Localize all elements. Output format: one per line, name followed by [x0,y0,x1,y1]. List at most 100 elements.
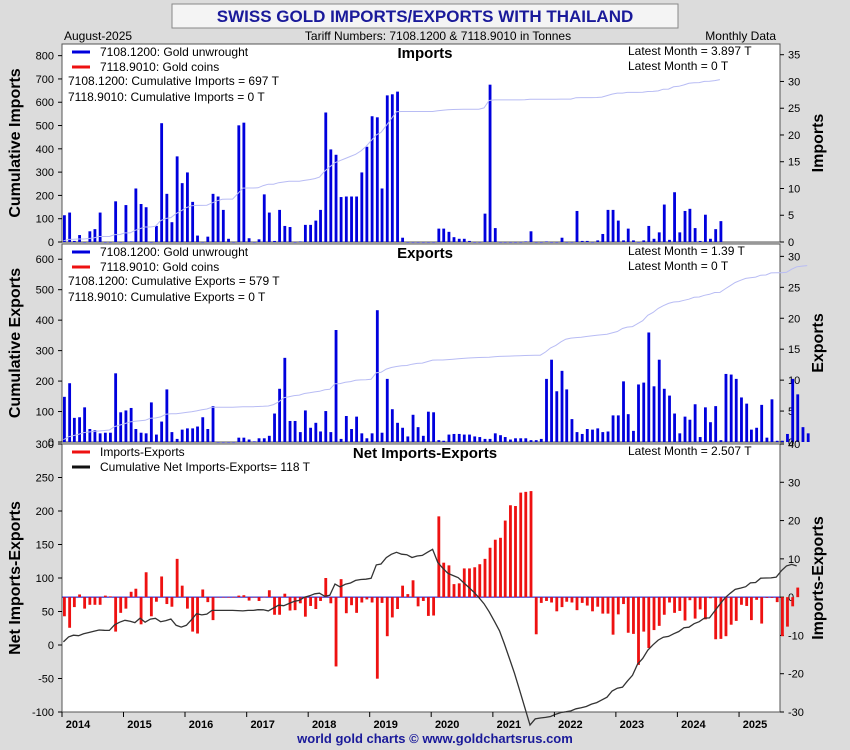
imports-bar [375,117,379,242]
net-bar [334,597,338,667]
imports-bar [462,238,466,242]
net-bar [175,558,179,598]
net-left-tick-label: 0 [48,640,54,652]
exports-bar [360,433,364,442]
exports-bar [503,437,507,442]
imports-bar [309,224,313,242]
imports-left-axis-label: Cumulative Imports [7,68,24,217]
net-bar [278,597,282,615]
imports-note: 7108.1200: Cumulative Imports = 697 T [68,74,280,88]
net-bar [380,597,384,603]
net-bar [109,596,112,598]
imports-note: 7118.9010: Cumulative Imports = 0 T [68,90,265,104]
exports-note: 7118.9010: Cumulative Exports = 0 T [68,290,266,304]
exports-bar [303,410,307,442]
tariff-label: Tariff Numbers: 7108.1200 & 7118.9010 in… [305,29,571,43]
exports-note: 7108.1200: Cumulative Exports = 579 T [68,274,280,288]
net-bar [93,597,97,605]
exports-bar [396,422,399,442]
exports-bar [370,433,374,442]
imports-latest-month: Latest Month = 3.897 T [628,44,752,58]
exports-left-tick-label: 100 [36,407,54,419]
exports-bar [175,438,179,442]
net-bar [550,597,553,603]
imports-bar [560,237,564,242]
net-bar [401,585,405,598]
net-left-tick-label: -100 [32,707,54,719]
net-bar [442,562,446,598]
exports-bar [786,433,789,442]
panel-exports: 0 100 200 300 400 500 600 0 5 10 15 20 25 30 Cumulativ… [7,243,827,449]
net-bar [662,597,666,615]
net-bar [339,579,343,598]
exports-bar [350,429,353,442]
net-bar [273,597,276,615]
exports-bar [709,422,712,442]
net-right-tick-label: 0 [788,592,794,604]
imports-bar [298,241,302,242]
exports-bar [426,411,430,442]
exports-bar [591,429,594,442]
exports-bar [601,432,605,442]
net-bar [114,597,118,632]
imports-bar [227,238,230,242]
imports-bar [355,196,359,242]
exports-right-tick-label: 0 [788,437,794,449]
net-bar [493,539,497,598]
imports-bar [329,149,333,242]
imports-bar [124,205,128,242]
exports-bar [488,438,492,442]
imports-bar [529,231,533,242]
x-tick-label: 2025 [743,719,767,731]
exports-bar [124,410,128,442]
net-bar [98,597,102,605]
net-right-tick-label: 20 [788,516,800,528]
exports-bar [160,421,164,442]
net-bar [63,597,66,617]
exports-bar [442,440,446,442]
x-tick-label: 2018 [312,719,336,731]
imports-bar [606,209,610,242]
exports-bar [298,432,302,442]
net-right-tick-label: -30 [788,707,804,719]
net-bar [119,597,123,613]
exports-bar [432,412,436,442]
imports-bar [180,183,184,242]
imports-bar [314,220,318,242]
imports-left-tick-label: 500 [36,121,54,133]
net-bar [426,597,430,616]
imports-legend-text: 7118.9010: Gold coins [100,60,219,74]
panel-net: -100-50050100150200250300-30-20-10010203… [7,439,827,727]
net-bar [519,492,523,598]
net-right-tick-label: -20 [788,669,804,681]
exports-bar [560,370,564,442]
net-bar [129,591,133,598]
imports-bar [698,240,702,242]
net-bar [642,597,646,632]
exports-bar [714,406,718,442]
imports-bar [637,242,640,243]
exports-bar [380,432,384,442]
exports-bar [421,435,425,442]
net-bar [227,597,230,598]
net-bar [575,597,579,611]
net-bar [242,595,246,598]
exports-bar [257,438,261,442]
imports-left-tick-label: 400 [36,144,54,156]
net-bar [683,597,687,621]
net-bar [319,597,322,601]
imports-bar [283,225,287,242]
net-bar [499,537,502,598]
imports-bar [257,239,261,242]
net-latest-month: Latest Month = 2.507 T [628,444,752,458]
net-bar [452,584,456,598]
imports-bar [488,84,492,242]
net-bar [709,597,712,599]
net-bar [755,597,759,600]
exports-bar [519,438,523,442]
imports-bar [385,95,389,242]
imports-bar [437,228,441,242]
exports-bar [288,420,292,442]
imports-bar [206,236,210,242]
imports-left-tick-label: 0 [48,237,54,249]
